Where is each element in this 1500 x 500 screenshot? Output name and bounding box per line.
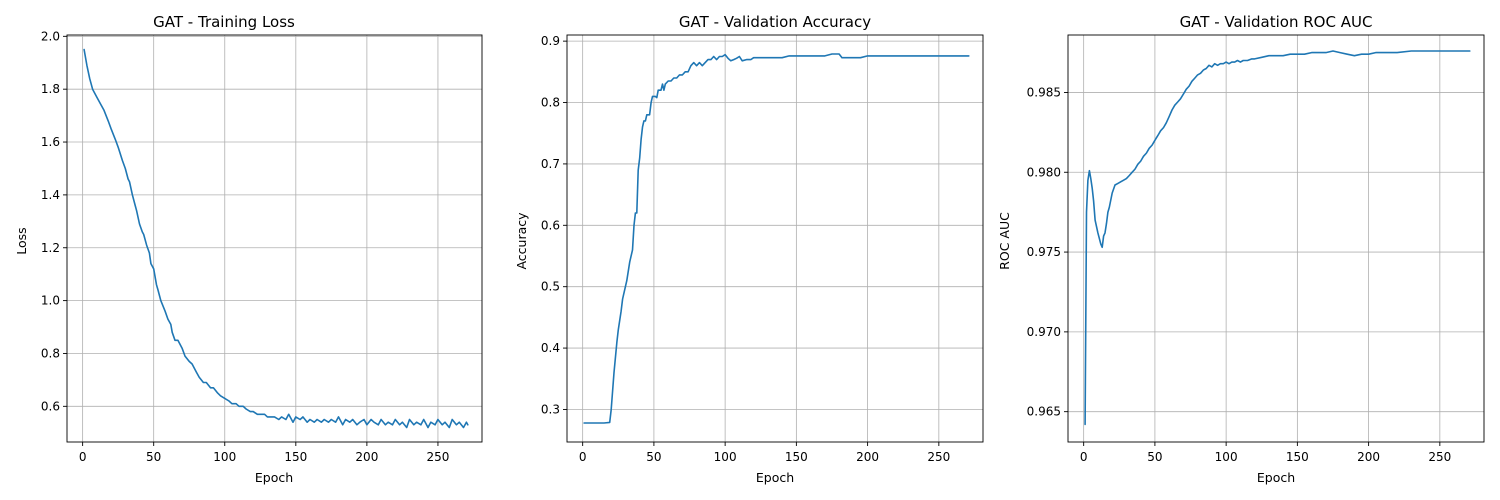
y-axis-label: ROC AUC: [997, 212, 1012, 270]
x-tick-label: 100: [213, 450, 236, 464]
x-axis-label: Epoch: [756, 470, 794, 485]
x-tick-label: 200: [355, 450, 378, 464]
x-tick-label: 100: [1215, 450, 1238, 464]
y-tick-label: 0.980: [1027, 165, 1061, 179]
y-tick-label: 0.8: [541, 96, 560, 110]
x-axis-label: Epoch: [1257, 470, 1295, 485]
x-tick-label: 250: [426, 450, 449, 464]
y-axis-label: Loss: [14, 227, 29, 254]
plot-frame: [1067, 34, 1485, 443]
tick-labels: 0 50 100 150 200 250 0.6 0.8 1.0 1.2 1.4 1.6 1.8 2.0: [41, 29, 449, 464]
y-tick-label: 0.965: [1027, 405, 1061, 419]
series-line: [1084, 50, 1471, 426]
x-tick-label: 250: [1428, 450, 1451, 464]
series-line: [583, 53, 970, 424]
y-tick-label: 0.5: [541, 280, 560, 294]
plot-frame: [566, 34, 984, 443]
x-tick-label: 150: [284, 450, 307, 464]
x-tick-label: 250: [927, 450, 950, 464]
x-tick-label: 50: [146, 450, 161, 464]
x-tick-label: 150: [1286, 450, 1309, 464]
y-tick-label: 0.8: [41, 346, 60, 360]
x-tick-label: 0: [1080, 450, 1088, 464]
x-tick-label: 50: [646, 450, 661, 464]
y-tick-label: 1.0: [41, 294, 60, 308]
tick-labels: 0 50 100 150 200 250 0.3 0.4 0.5 0.6 0.7 0.8 0.9: [541, 34, 950, 464]
y-tick-label: 1.4: [41, 188, 60, 202]
y-tick-label: 0.6: [41, 399, 60, 413]
grid-lines: [567, 35, 983, 442]
y-tick-label: 0.975: [1027, 245, 1061, 259]
y-tick-label: 0.7: [541, 157, 560, 171]
series-line: [83, 48, 469, 429]
grid-lines: [1068, 35, 1484, 442]
panel-training-loss: GAT - Training Loss Epoch Loss 0 50 100 150…: [14, 13, 483, 485]
plot-frame: [66, 34, 483, 443]
y-axis-label: Accuracy: [514, 212, 529, 270]
panel-validation-accuracy: GAT - Validation Accuracy Epoch Accuracy…: [514, 13, 984, 485]
y-tick-label: 0.3: [541, 402, 560, 416]
y-tick-label: 0.9: [541, 34, 560, 48]
chart-title: GAT - Validation ROC AUC: [1180, 13, 1373, 31]
y-tick-label: 1.6: [41, 135, 60, 149]
y-tick-label: 0.6: [541, 218, 560, 232]
x-axis-label: Epoch: [255, 470, 293, 485]
x-tick-label: 200: [856, 450, 879, 464]
x-tick-label: 100: [714, 450, 737, 464]
x-tick-label: 0: [579, 450, 587, 464]
y-tick-label: 1.2: [41, 241, 60, 255]
y-tick-label: 2.0: [41, 29, 60, 43]
x-tick-label: 150: [785, 450, 808, 464]
grid-lines: [67, 35, 482, 442]
y-tick-label: 0.970: [1027, 325, 1061, 339]
x-tick-label: 200: [1357, 450, 1380, 464]
chart-title: GAT - Training Loss: [153, 13, 295, 31]
chart-title: GAT - Validation Accuracy: [679, 13, 871, 31]
y-tick-label: 0.985: [1027, 85, 1061, 99]
x-tick-label: 50: [1147, 450, 1162, 464]
panel-validation-roc-auc: GAT - Validation ROC AUC Epoch ROC AUC 0…: [997, 13, 1485, 485]
y-tick-label: 0.4: [541, 341, 560, 355]
y-tick-label: 1.8: [41, 82, 60, 96]
tick-labels: 0 50 100 150 200 250 0.965 0.970 0.975 0.980 0.985: [1027, 85, 1452, 464]
x-tick-label: 0: [79, 450, 87, 464]
